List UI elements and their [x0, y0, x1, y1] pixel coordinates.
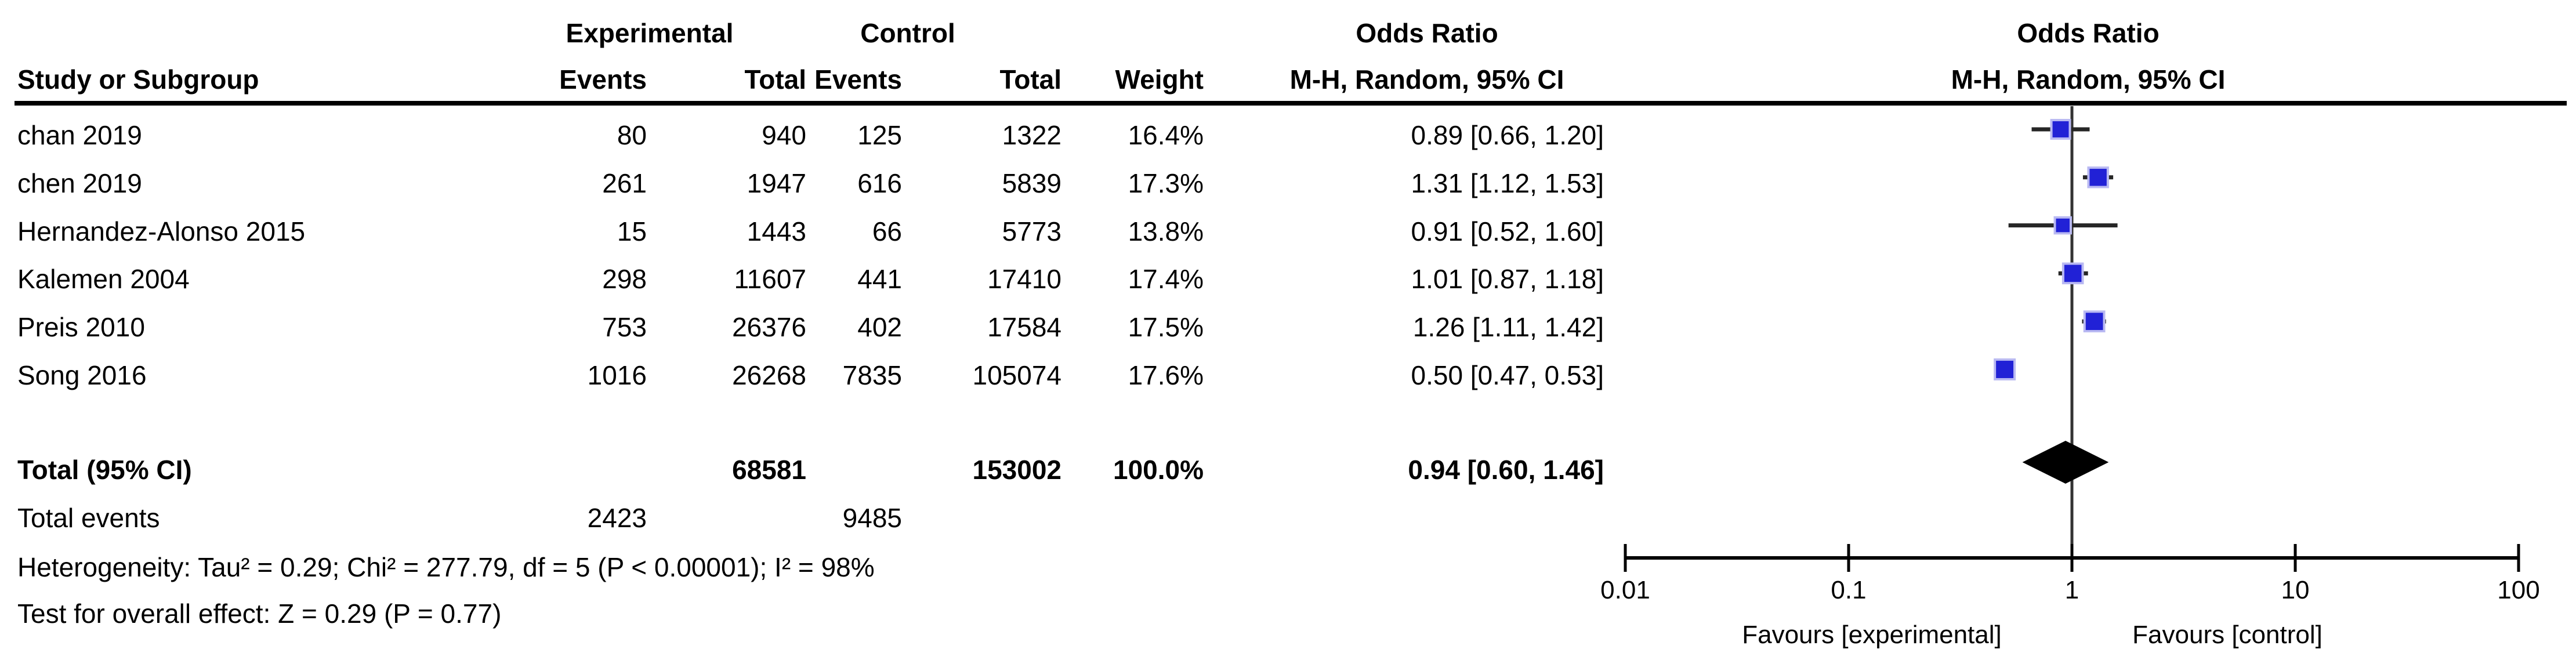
weight-cell: 17.4%: [1128, 264, 1204, 295]
exp-total-cell: 1443: [747, 216, 806, 246]
or-square: [2064, 264, 2082, 282]
or-square: [2052, 121, 2069, 137]
heterogeneity-stats: Heterogeneity: Tau² = 0.29; Chi² = 277.7…: [17, 552, 875, 582]
exp-total-cell: 11607: [734, 264, 806, 295]
ctrl-total-cell: 17410: [987, 264, 1061, 295]
or-square: [2056, 218, 2070, 233]
weight-cell: 17.5%: [1128, 312, 1204, 343]
exp-total-cell: 940: [762, 120, 806, 150]
or-ci-cell: 1.01 [0.87, 1.18]: [1411, 264, 1604, 295]
total-events-label: Total events: [17, 503, 160, 533]
pooled-diamond: [2022, 441, 2109, 484]
study-column-header: Study or Subgroup: [17, 64, 259, 95]
plot-title: Odds Ratio: [2017, 18, 2160, 48]
ctrl-events-cell: 125: [857, 120, 902, 150]
overall-effect-test: Test for overall effect: Z = 0.29 (P = 0…: [17, 599, 502, 629]
weight-cell: 16.4%: [1128, 120, 1204, 150]
ctrl-total-cell: 105074: [972, 360, 1062, 390]
or-square: [2085, 313, 2103, 331]
ctrl-total-cell: 17584: [987, 312, 1061, 343]
study-name: chan 2019: [17, 120, 142, 150]
study-name: chen 2019: [17, 168, 142, 198]
or-column-title: Odds Ratio: [1356, 18, 1498, 48]
ctrl-events-cell: 402: [857, 312, 902, 343]
or-ci-cell: 1.26 [1.11, 1.42]: [1412, 312, 1604, 343]
study-name: Kalemen 2004: [17, 264, 190, 295]
exp-events-cell: 298: [602, 264, 647, 295]
weight-header: Weight: [1115, 64, 1204, 95]
or-ci-cell: 0.50 [0.47, 0.53]: [1411, 360, 1604, 390]
ctrl-total-cell: 1322: [1002, 120, 1061, 150]
or-ci-cell: 0.89 [0.66, 1.20]: [1411, 120, 1604, 150]
ctrl-events-header: Events: [814, 64, 902, 95]
exp-events-cell: 753: [602, 312, 647, 343]
header-divider-rule: [15, 101, 2567, 106]
study-name: Preis 2010: [17, 312, 145, 343]
ctrl-total-cell: 5773: [1002, 216, 1061, 246]
ctrl-events-cell: 66: [872, 216, 902, 246]
study-name: Song 2016: [17, 360, 147, 390]
exp-total-cell: 1947: [747, 168, 806, 198]
exp-events-cell: 261: [602, 168, 647, 198]
or-ci-cell: 0.91 [0.52, 1.60]: [1411, 216, 1604, 246]
exp-total-header: Total: [744, 64, 806, 95]
ctrl-events-cell: 7835: [842, 360, 902, 390]
favours-control-label: Favours [control]: [2132, 621, 2323, 649]
exp-group-header: Experimental: [566, 18, 734, 48]
study-name: Hernandez-Alonso 2015: [17, 216, 306, 246]
ctrl-total-cell: 5839: [1002, 168, 1061, 198]
axis-tick-label: 0.01: [1600, 576, 1650, 604]
or-square: [2089, 169, 2107, 186]
weight-cell: 17.3%: [1128, 168, 1204, 198]
or-square: [1996, 361, 2014, 378]
total-events-exp: 2423: [587, 503, 647, 533]
total-events-ctrl: 9485: [842, 503, 902, 533]
exp-events-cell: 15: [617, 216, 647, 246]
ctrl-total-header: Total: [999, 64, 1061, 95]
total-ctrl-total: 153002: [972, 455, 1062, 485]
total-weight: 100.0%: [1113, 455, 1204, 485]
favours-experimental-label: Favours [experimental]: [1742, 621, 2002, 649]
total-row-label: Total (95% CI): [17, 455, 192, 485]
ctrl-group-header: Control: [860, 18, 955, 48]
ctrl-events-cell: 441: [857, 264, 902, 295]
weight-cell: 17.6%: [1128, 360, 1204, 390]
axis-tick-label: 10: [2281, 576, 2310, 604]
exp-total-cell: 26268: [732, 360, 806, 390]
exp-events-cell: 80: [617, 120, 647, 150]
ctrl-events-cell: 616: [857, 168, 902, 198]
total-or-ci: 0.94 [0.60, 1.46]: [1408, 455, 1604, 485]
exp-events-header: Events: [559, 64, 647, 95]
weight-cell: 13.8%: [1128, 216, 1204, 246]
or-method-header: M-H, Random, 95% CI: [1289, 64, 1564, 95]
plot-method-header: M-H, Random, 95% CI: [1951, 64, 2226, 95]
total-exp-total: 68581: [732, 455, 806, 485]
exp-events-cell: 1016: [587, 360, 647, 390]
axis-tick-label: 100: [2497, 576, 2540, 604]
exp-total-cell: 26376: [732, 312, 806, 343]
or-ci-cell: 1.31 [1.12, 1.53]: [1411, 168, 1604, 198]
axis-tick-label: 1: [2064, 576, 2079, 604]
axis-tick-label: 0.1: [1831, 576, 1867, 604]
